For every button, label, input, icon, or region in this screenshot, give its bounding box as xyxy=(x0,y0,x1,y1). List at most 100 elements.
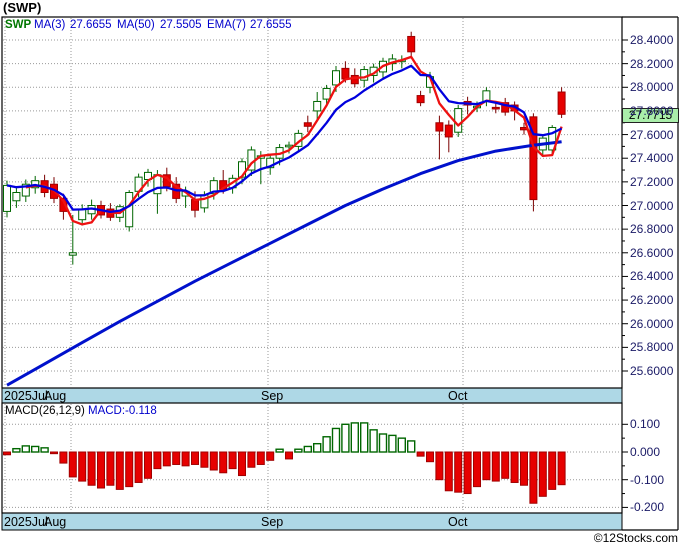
macd-bar-down xyxy=(78,451,87,482)
macd-bar-down xyxy=(191,451,199,465)
candle-body xyxy=(12,191,21,202)
macd-bar-down xyxy=(416,451,425,457)
price-axis-label: 28.2000 xyxy=(630,56,674,71)
candle-body xyxy=(416,95,425,104)
price-panel-border xyxy=(1,16,623,389)
price-axis-label: 26.4000 xyxy=(630,269,674,284)
macd-panel xyxy=(2,403,622,513)
macd-bar-down xyxy=(162,451,171,467)
price-axis-label: 26.2000 xyxy=(630,293,674,308)
price-axis-label: 25.8000 xyxy=(630,340,674,355)
macd-bar-up xyxy=(360,422,369,453)
macd-bar-up xyxy=(388,434,397,453)
candle-body xyxy=(435,122,444,132)
month-label-top: 2025Jul xyxy=(4,389,48,403)
candle-body xyxy=(557,91,566,115)
candle-body xyxy=(303,122,312,127)
price-axis-label: 27.8000 xyxy=(630,103,674,118)
price-axis-label: 26.8000 xyxy=(630,222,674,237)
price-axis-label: 27.0000 xyxy=(630,198,674,213)
candle-body xyxy=(21,183,30,197)
candle-body xyxy=(350,74,359,85)
ma50-value: 27.5505 xyxy=(160,19,202,31)
candle-body xyxy=(454,108,463,133)
candle-body xyxy=(407,35,416,53)
candle-body xyxy=(191,199,199,211)
macd-bar-down xyxy=(538,451,547,497)
candle-body xyxy=(322,87,331,100)
macd-bar-down xyxy=(59,451,68,464)
macd-bar-down xyxy=(247,451,256,468)
macd-bar-down xyxy=(3,451,11,456)
price-panel xyxy=(2,17,622,388)
macd-axis-label: 0.100 xyxy=(630,417,661,432)
macd-bar-down xyxy=(209,451,218,471)
macd-bar-up xyxy=(331,427,341,453)
macd-bar-up xyxy=(350,422,359,453)
macd-bar-down xyxy=(463,451,472,495)
candle-body xyxy=(125,191,134,228)
macd-bar-down xyxy=(266,451,275,461)
macd-bar-down xyxy=(510,451,519,483)
macd-bar-down xyxy=(50,451,58,455)
candle-body xyxy=(285,144,293,148)
ema7-label: EMA(7) xyxy=(207,19,246,31)
ema7-value: 27.6555 xyxy=(250,19,292,31)
macd-bar-down xyxy=(548,451,557,490)
macd-axis-label: -0.200 xyxy=(630,500,665,515)
macd-bar-down xyxy=(200,451,209,468)
macd-bar-down xyxy=(144,451,152,479)
ma50-label: MA(50) xyxy=(117,19,155,31)
macd-bar-down xyxy=(557,451,566,486)
ema7-line xyxy=(6,64,563,214)
macd-axis-label: 0.000 xyxy=(630,445,661,459)
page-title: (SWP) xyxy=(3,0,42,15)
macd-bar-down xyxy=(444,451,453,492)
candle-body xyxy=(341,67,350,80)
macd-bar-up xyxy=(369,429,378,453)
price-axis-label: 26.0000 xyxy=(630,316,674,331)
macd-bar-down xyxy=(491,451,500,482)
macd-bar-down xyxy=(426,451,434,463)
candle-body xyxy=(548,126,557,151)
macd-bar-down xyxy=(454,451,463,493)
macd-bar-up xyxy=(40,447,49,453)
price-axis-label: 27.2000 xyxy=(630,174,674,189)
macd-bar-down xyxy=(435,451,444,481)
price-axis-label: 26.6000 xyxy=(630,245,674,260)
macd-bar-up xyxy=(21,445,30,453)
date-bar-bottom xyxy=(1,512,623,531)
macd-bar-down xyxy=(172,451,181,465)
month-label-bottom: Sep xyxy=(261,515,284,529)
macd-bar-down xyxy=(482,451,491,481)
price-axis-label: 28.4000 xyxy=(630,33,674,47)
macd-bar-up xyxy=(407,440,416,453)
ma3-value: 27.6655 xyxy=(70,19,112,31)
macd-bar-down xyxy=(520,451,528,486)
macd-bar-down xyxy=(125,451,134,488)
month-label-top: Aug xyxy=(44,389,67,403)
ma50-line xyxy=(6,140,562,387)
macd-bar-down xyxy=(473,451,481,488)
macd-bar-down xyxy=(238,451,246,477)
macd-bar-down xyxy=(219,451,228,474)
ma3-line xyxy=(25,55,563,226)
macd-bar-up xyxy=(397,437,406,453)
price-axis-label: 27.6000 xyxy=(630,127,674,142)
macd-bar-down xyxy=(501,451,510,479)
symbol-label: SWP xyxy=(5,19,32,31)
month-label-bottom: Oct xyxy=(448,515,468,529)
macd-bar-down xyxy=(181,451,190,467)
macd-bar-down xyxy=(228,451,237,470)
macd-params-label: MACD(26,12,9) xyxy=(5,405,85,417)
month-label-top: Sep xyxy=(261,389,284,403)
macd-bar-down xyxy=(256,451,265,465)
macd-value-label: MACD:-0.118 xyxy=(88,405,157,417)
macd-bar-up xyxy=(322,436,331,453)
macd-bar-down xyxy=(68,451,77,478)
watermark: ©12Stocks.com xyxy=(593,531,678,545)
macd-bar-up xyxy=(303,445,312,453)
candle-body xyxy=(313,100,322,112)
